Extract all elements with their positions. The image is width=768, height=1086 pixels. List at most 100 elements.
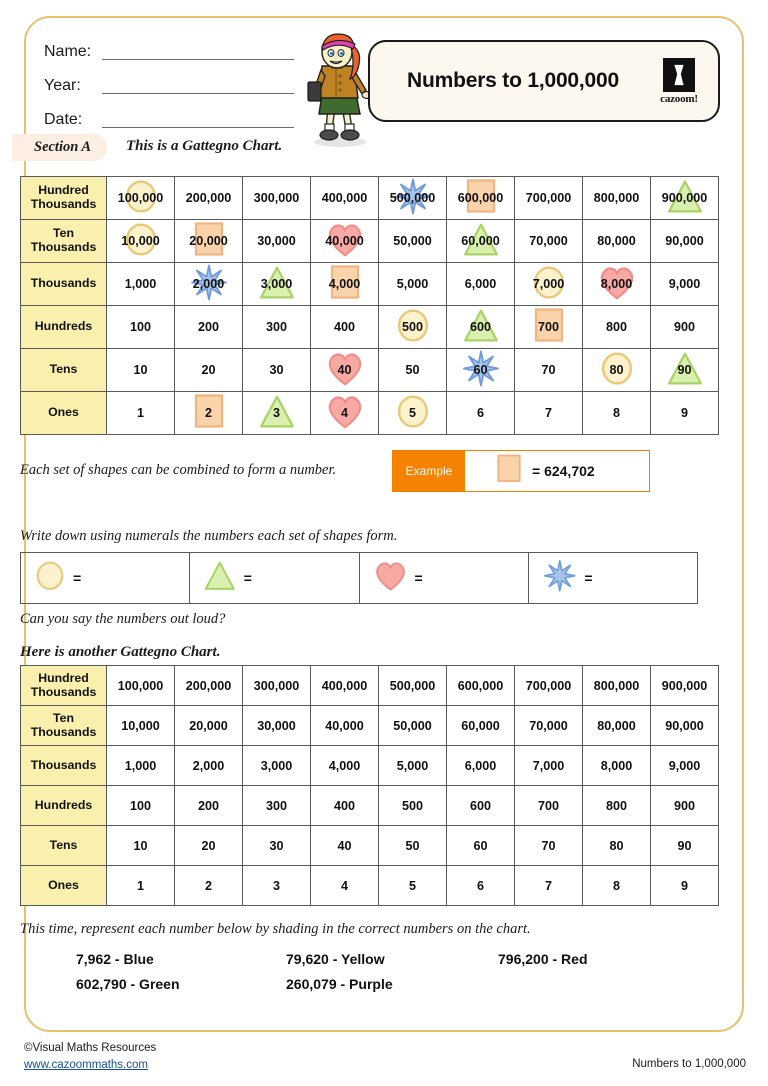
- chart1-cell[interactable]: 500,000: [378, 176, 447, 220]
- chart2-cell[interactable]: 9,000: [650, 745, 719, 786]
- chart1-cell[interactable]: 400: [310, 305, 379, 349]
- chart2-cell[interactable]: 800,000: [582, 665, 651, 706]
- chart1-cell[interactable]: 400,000: [310, 176, 379, 220]
- chart2-cell[interactable]: 40,000: [310, 705, 379, 746]
- chart2-cell[interactable]: 900: [650, 785, 719, 826]
- chart1-cell[interactable]: 20: [174, 348, 243, 392]
- chart1-cell[interactable]: 40,000: [310, 219, 379, 263]
- year-field-row[interactable]: Year:: [44, 64, 294, 98]
- chart1-cell[interactable]: 80: [582, 348, 651, 392]
- chart2-cell[interactable]: 400,000: [310, 665, 379, 706]
- chart1-cell[interactable]: 30: [242, 348, 311, 392]
- chart1-cell[interactable]: 6: [446, 391, 515, 435]
- chart1-cell[interactable]: 50,000: [378, 219, 447, 263]
- chart2-cell[interactable]: 800: [582, 785, 651, 826]
- chart2-cell[interactable]: 70: [514, 825, 583, 866]
- chart1-cell[interactable]: 800: [582, 305, 651, 349]
- chart1-cell[interactable]: 4: [310, 391, 379, 435]
- chart2-cell[interactable]: 20,000: [174, 705, 243, 746]
- chart2-cell[interactable]: 100: [106, 785, 175, 826]
- chart1-cell[interactable]: 600: [446, 305, 515, 349]
- chart1-cell[interactable]: 4,000: [310, 262, 379, 306]
- chart1-cell[interactable]: 300: [242, 305, 311, 349]
- chart2-cell[interactable]: 30,000: [242, 705, 311, 746]
- chart1-cell[interactable]: 6,000: [446, 262, 515, 306]
- chart2-cell[interactable]: 1,000: [106, 745, 175, 786]
- name-field-row[interactable]: Name:: [44, 30, 294, 64]
- chart1-cell[interactable]: 200: [174, 305, 243, 349]
- chart1-cell[interactable]: 1: [106, 391, 175, 435]
- chart1-cell[interactable]: 2,000: [174, 262, 243, 306]
- chart1-cell[interactable]: 70: [514, 348, 583, 392]
- chart1-cell[interactable]: 3: [242, 391, 311, 435]
- answer-cell-circle[interactable]: =: [21, 553, 191, 603]
- chart1-cell[interactable]: 100,000: [106, 176, 175, 220]
- chart1-cell[interactable]: 800,000: [582, 176, 651, 220]
- chart2-cell[interactable]: 80: [582, 825, 651, 866]
- chart2-cell[interactable]: 80,000: [582, 705, 651, 746]
- chart1-cell[interactable]: 9,000: [650, 262, 719, 306]
- chart2-cell[interactable]: 100,000: [106, 665, 175, 706]
- chart1-cell[interactable]: 300,000: [242, 176, 311, 220]
- year-input-rule[interactable]: [102, 93, 294, 94]
- chart2-cell[interactable]: 300,000: [242, 665, 311, 706]
- chart1-cell[interactable]: 8,000: [582, 262, 651, 306]
- chart2-cell[interactable]: 90: [650, 825, 719, 866]
- chart2-cell[interactable]: 70,000: [514, 705, 583, 746]
- chart2-cell[interactable]: 700,000: [514, 665, 583, 706]
- chart2-cell[interactable]: 7,000: [514, 745, 583, 786]
- chart1-cell[interactable]: 40: [310, 348, 379, 392]
- chart1-cell[interactable]: 5: [378, 391, 447, 435]
- chart2-cell[interactable]: 4: [310, 865, 379, 906]
- chart2-cell[interactable]: 9: [650, 865, 719, 906]
- chart1-cell[interactable]: 7: [514, 391, 583, 435]
- chart2-cell[interactable]: 50: [378, 825, 447, 866]
- chart1-cell[interactable]: 10,000: [106, 219, 175, 263]
- chart2-cell[interactable]: 2,000: [174, 745, 243, 786]
- answer-cell-triangle[interactable]: =: [190, 553, 360, 603]
- chart1-cell[interactable]: 500: [378, 305, 447, 349]
- chart1-cell[interactable]: 80,000: [582, 219, 651, 263]
- footer-website-link[interactable]: www.cazoommaths.com: [24, 1058, 148, 1071]
- chart2-cell[interactable]: 10: [106, 825, 175, 866]
- chart2-cell[interactable]: 900,000: [650, 665, 719, 706]
- chart2-cell[interactable]: 600,000: [446, 665, 515, 706]
- chart1-cell[interactable]: 60: [446, 348, 515, 392]
- chart1-cell[interactable]: 90: [650, 348, 719, 392]
- chart1-cell[interactable]: 200,000: [174, 176, 243, 220]
- chart2-cell[interactable]: 8,000: [582, 745, 651, 786]
- chart2-cell[interactable]: 5,000: [378, 745, 447, 786]
- chart1-cell[interactable]: 3,000: [242, 262, 311, 306]
- name-input-rule[interactable]: [102, 59, 294, 60]
- chart2-cell[interactable]: 60: [446, 825, 515, 866]
- chart2-cell[interactable]: 4,000: [310, 745, 379, 786]
- chart1-cell[interactable]: 30,000: [242, 219, 311, 263]
- chart2-cell[interactable]: 300: [242, 785, 311, 826]
- chart1-cell[interactable]: 9: [650, 391, 719, 435]
- chart2-cell[interactable]: 40: [310, 825, 379, 866]
- chart2-cell[interactable]: 5: [378, 865, 447, 906]
- chart2-cell[interactable]: 8: [582, 865, 651, 906]
- chart1-cell[interactable]: 90,000: [650, 219, 719, 263]
- chart2-cell[interactable]: 10,000: [106, 705, 175, 746]
- chart2-cell[interactable]: 30: [242, 825, 311, 866]
- chart1-cell[interactable]: 900: [650, 305, 719, 349]
- chart2-cell[interactable]: 200,000: [174, 665, 243, 706]
- chart1-cell[interactable]: 2: [174, 391, 243, 435]
- chart1-cell[interactable]: 5,000: [378, 262, 447, 306]
- chart1-cell[interactable]: 100: [106, 305, 175, 349]
- chart1-cell[interactable]: 7,000: [514, 262, 583, 306]
- chart1-cell[interactable]: 700: [514, 305, 583, 349]
- chart2-cell[interactable]: 6,000: [446, 745, 515, 786]
- chart1-cell[interactable]: 60,000: [446, 219, 515, 263]
- date-input-rule[interactable]: [102, 127, 294, 128]
- chart2-cell[interactable]: 60,000: [446, 705, 515, 746]
- chart1-cell[interactable]: 10: [106, 348, 175, 392]
- chart2-cell[interactable]: 600: [446, 785, 515, 826]
- chart2-cell[interactable]: 7: [514, 865, 583, 906]
- chart2-cell[interactable]: 3: [242, 865, 311, 906]
- chart1-cell[interactable]: 8: [582, 391, 651, 435]
- chart2-cell[interactable]: 1: [106, 865, 175, 906]
- chart2-cell[interactable]: 2: [174, 865, 243, 906]
- chart2-cell[interactable]: 6: [446, 865, 515, 906]
